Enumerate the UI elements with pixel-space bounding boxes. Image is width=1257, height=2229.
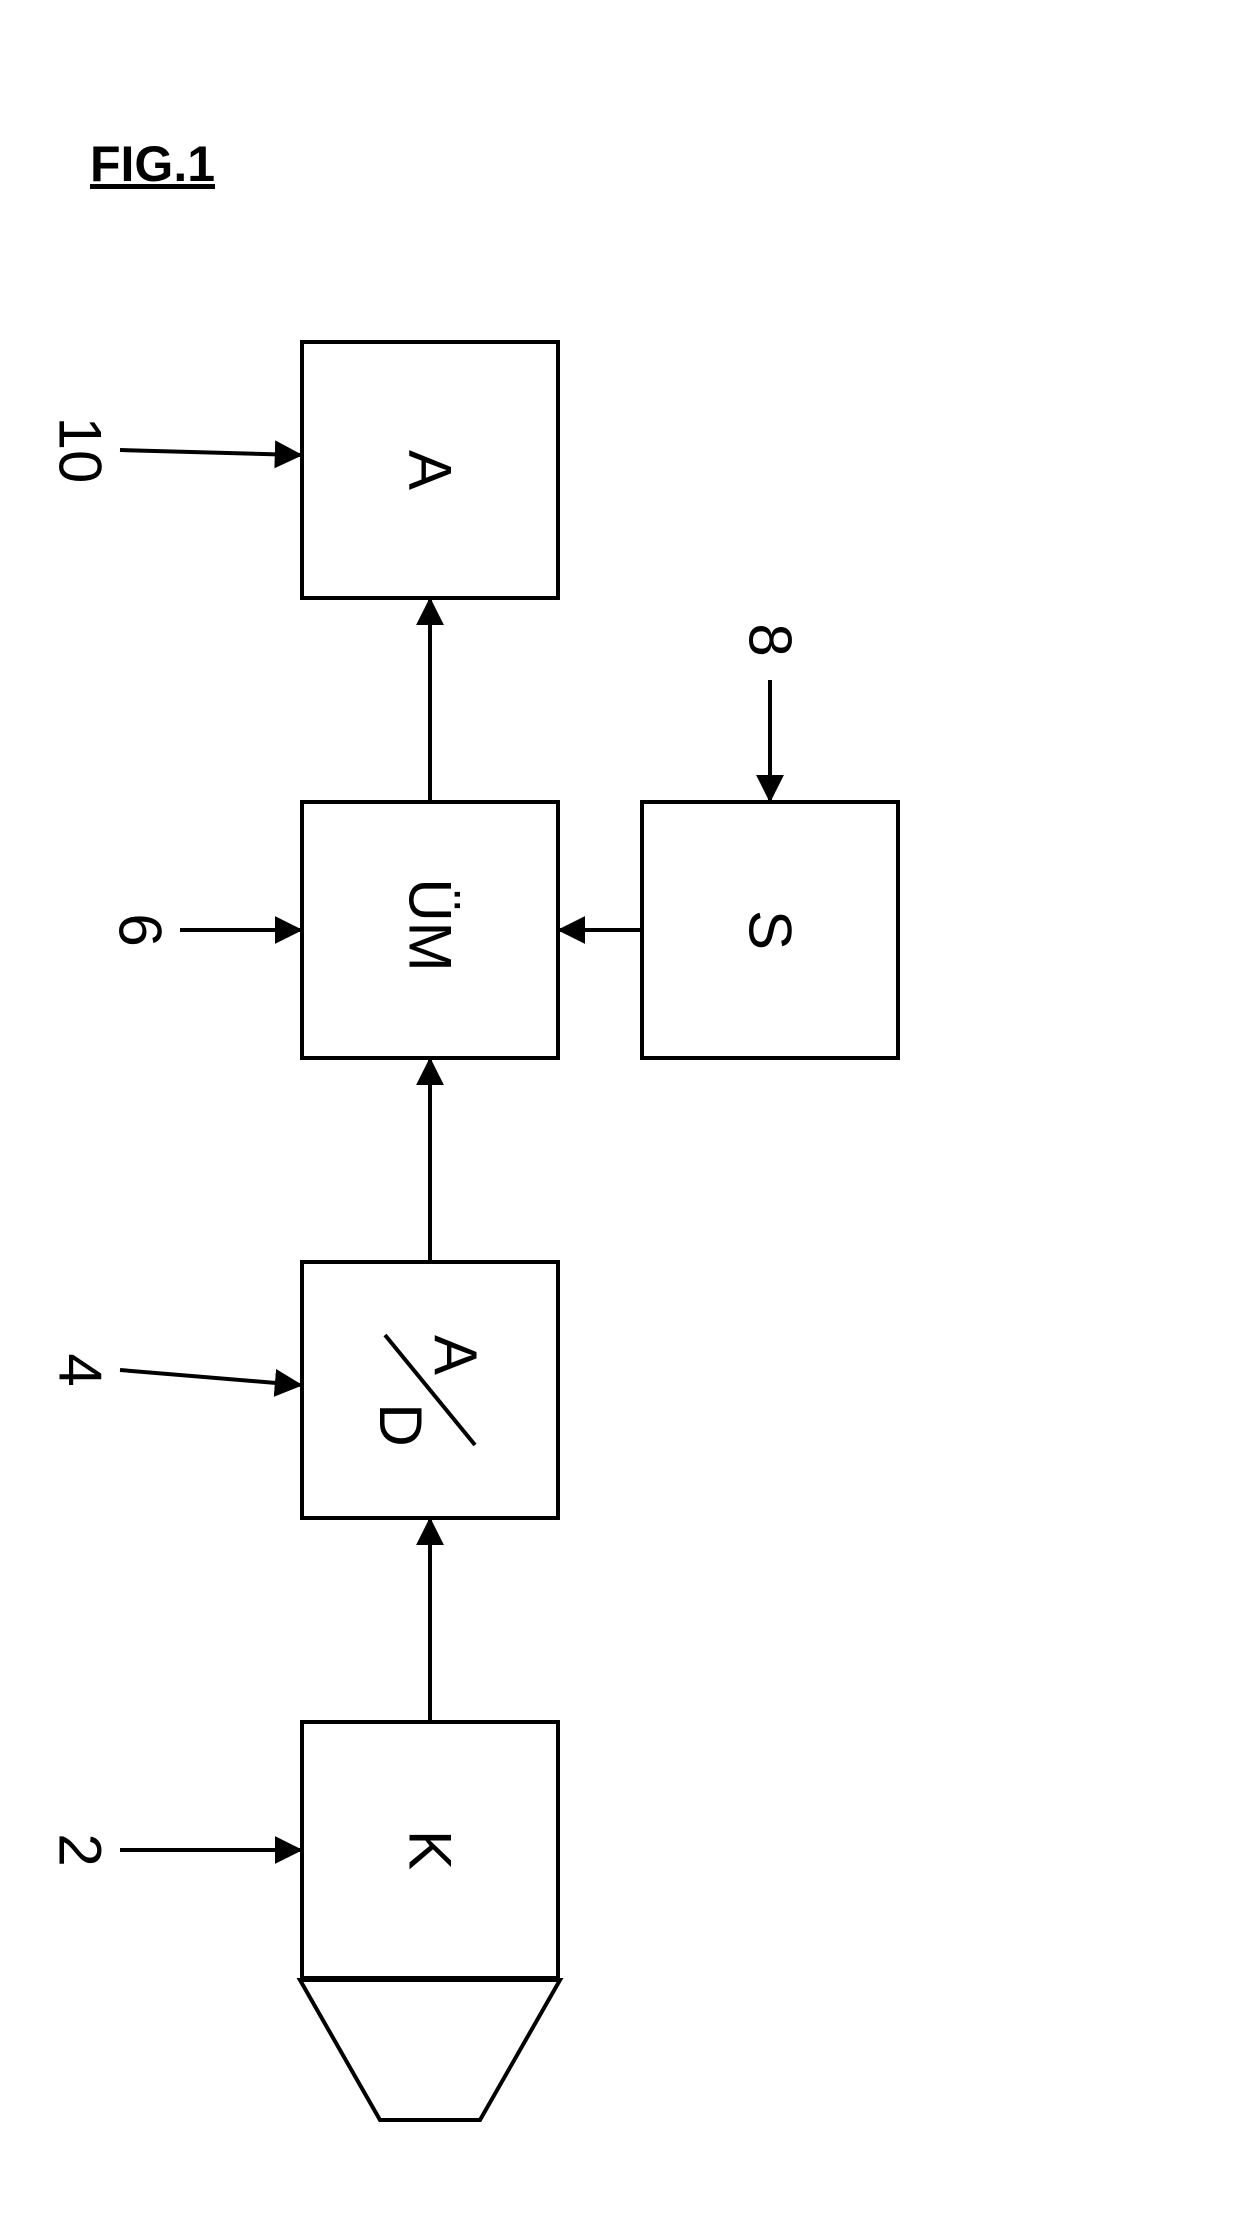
ref-label-8: 8: [736, 623, 805, 656]
camera-lens-icon: [300, 1980, 560, 2120]
label-k: K: [396, 1830, 465, 1870]
label-um: ÜM: [396, 878, 465, 971]
label-s: S: [736, 910, 805, 950]
ref-label-4: 4: [46, 1353, 115, 1386]
ref-label-6: 6: [106, 913, 175, 946]
figure-title: FIG.1: [90, 135, 215, 193]
ref-label-10: 10: [46, 417, 115, 484]
block-ad-converter: [300, 1260, 560, 1520]
diagram-lines: AD: [0, 0, 1257, 2229]
label-a: A: [396, 450, 465, 490]
ref-label-2: 2: [46, 1833, 115, 1866]
